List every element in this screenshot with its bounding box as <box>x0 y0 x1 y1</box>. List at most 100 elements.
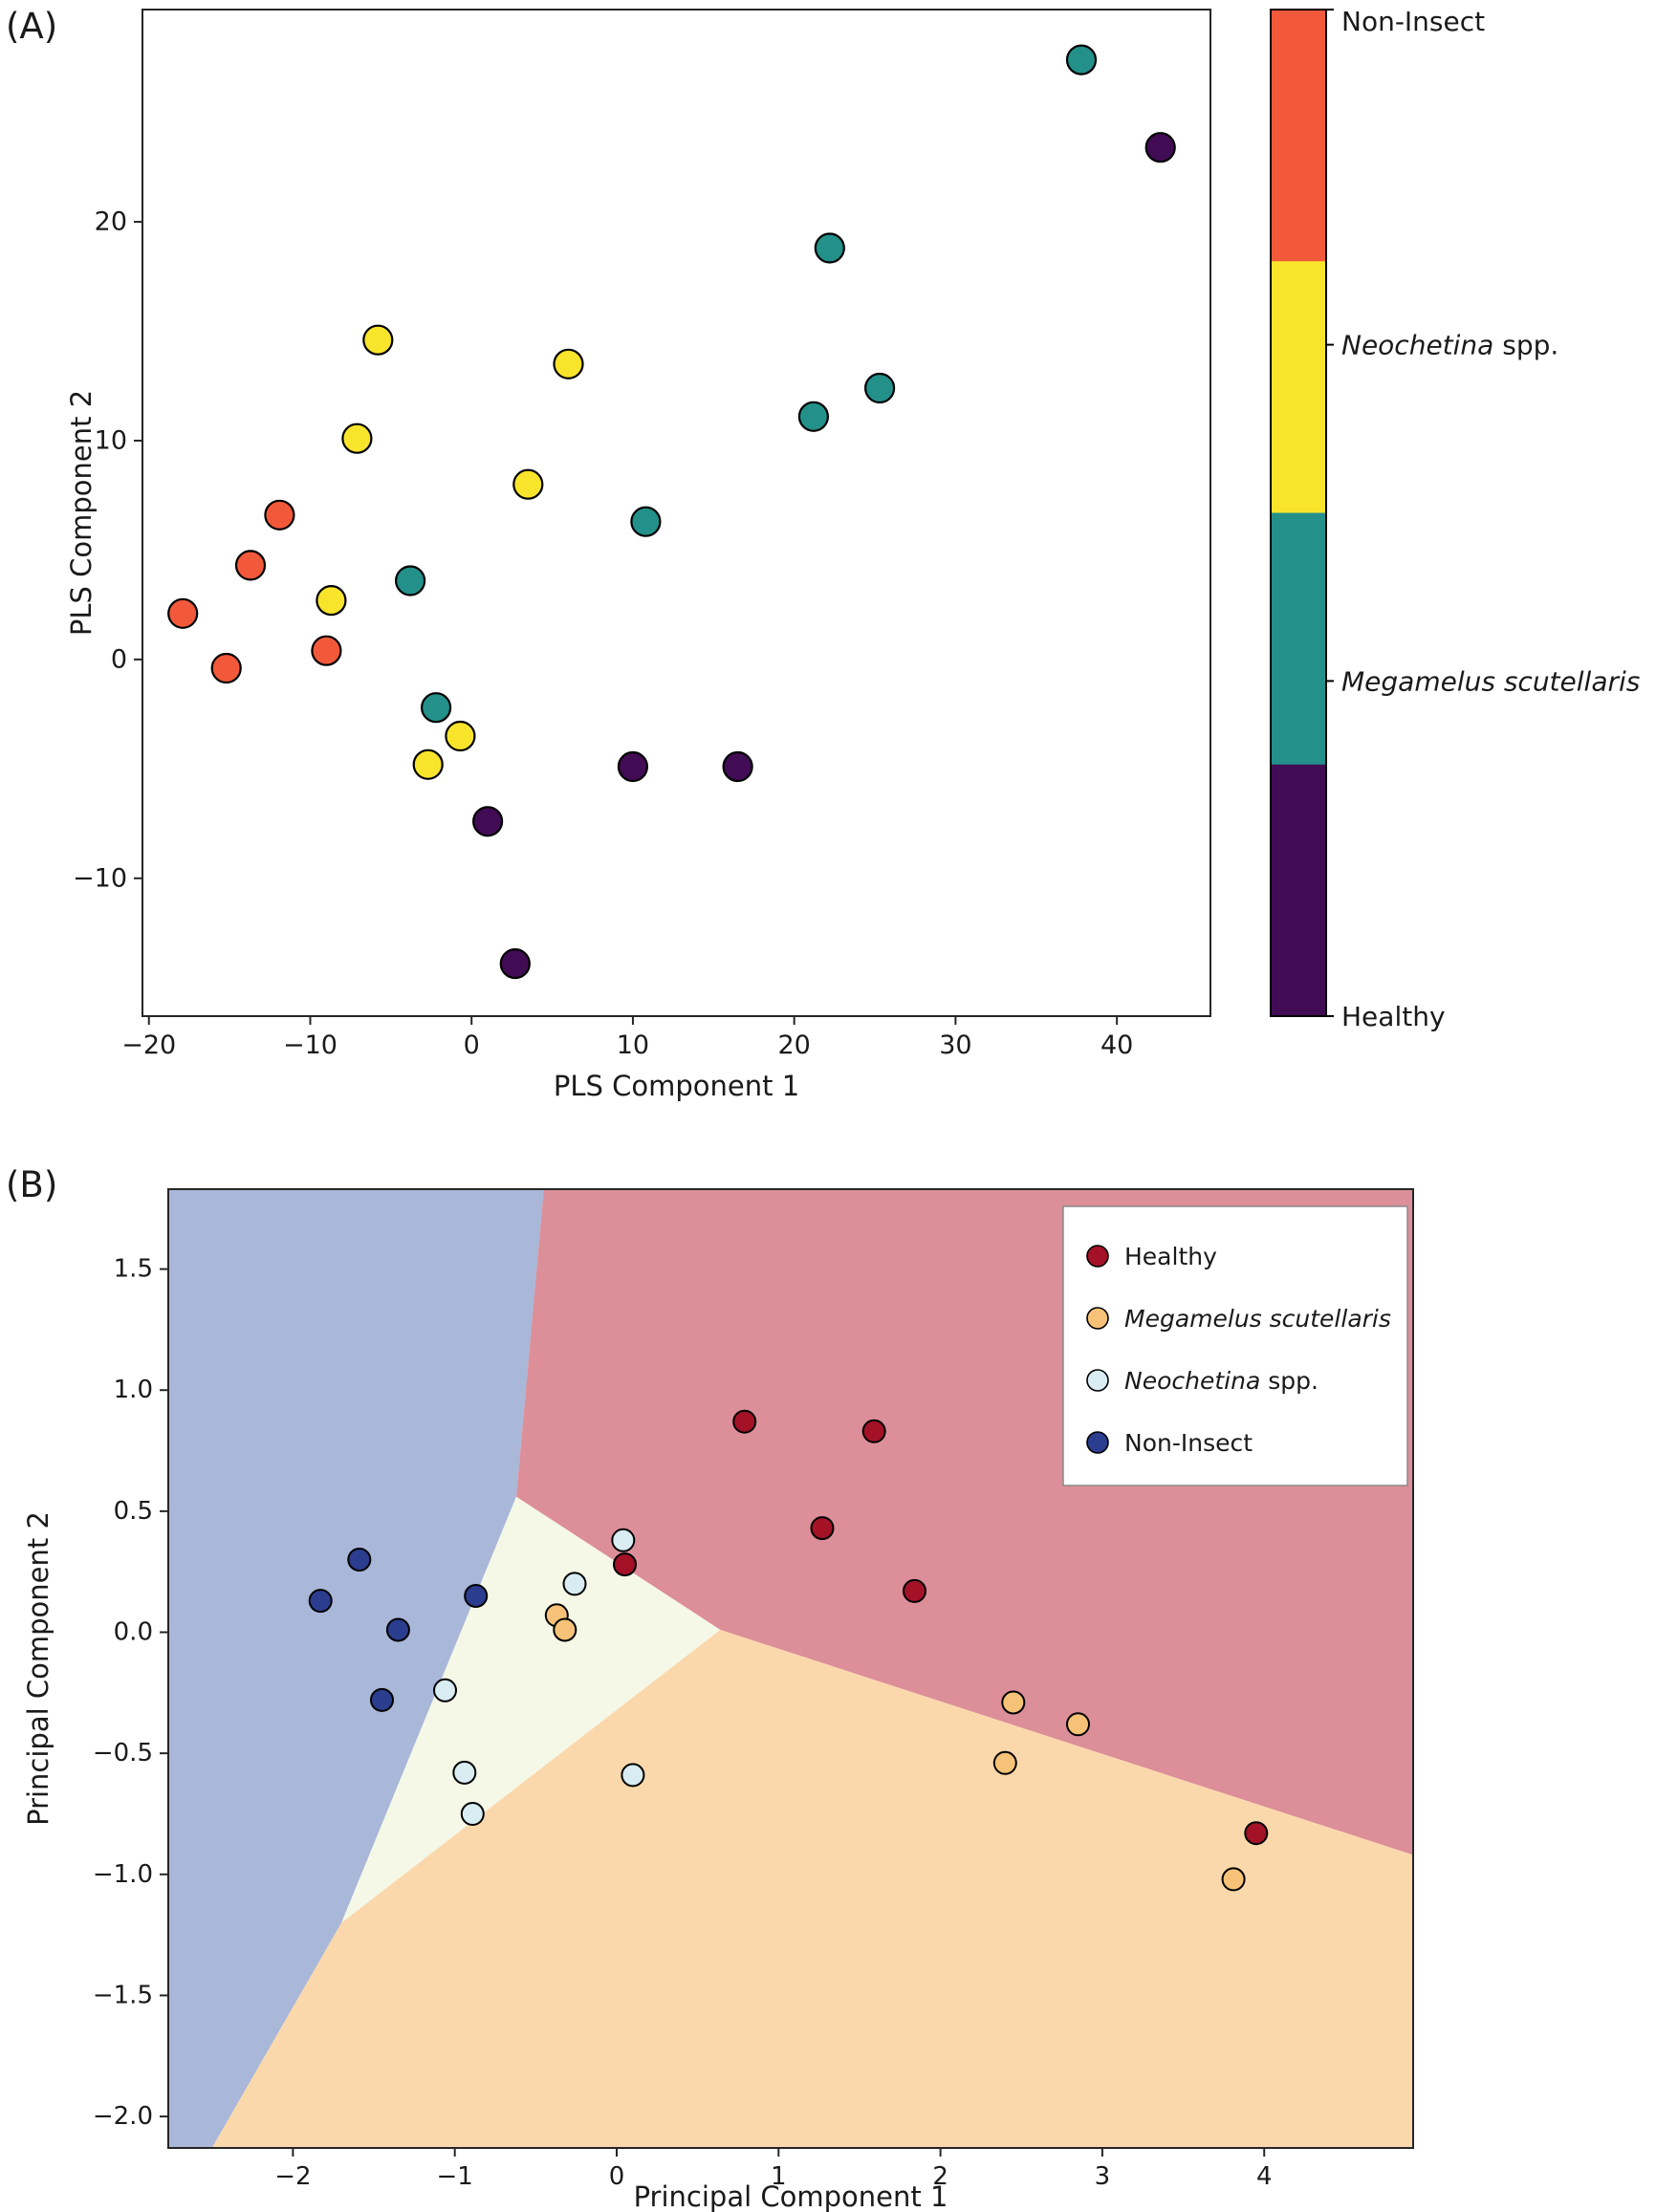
scatter-point-neochetina-spp <box>611 1528 636 1552</box>
scatter-point-non-insect <box>308 1589 333 1614</box>
legend-label-healthy: Healthy <box>1124 1243 1217 1270</box>
y-tick-label: 20 <box>95 207 127 237</box>
legend-box <box>1062 1205 1408 1486</box>
scatter-point-non-insect <box>385 1617 410 1642</box>
scatter-point-non-insect <box>167 597 199 629</box>
scatter-point-megamelus-scutellaris <box>1065 44 1098 76</box>
colorbar-label-megamelus-scutellaris: Megamelus scutellaris <box>1341 665 1640 697</box>
scatter-point-neochetina-spp <box>621 1763 645 1788</box>
x-tick-label: 0 <box>609 2162 625 2191</box>
x-axis-title: Principal Component 1 <box>634 2180 948 2212</box>
scatter-point-megamelus-scutellaris <box>797 401 830 432</box>
x-tick-label: −20 <box>121 1030 176 1060</box>
scatter-point-neochetina-spp <box>553 348 584 380</box>
y-tick-label: 0.5 <box>114 1497 153 1526</box>
scatter-point-neochetina-spp <box>316 584 347 617</box>
x-tick-label: 30 <box>939 1030 971 1060</box>
scatter-point-non-insect <box>311 635 342 666</box>
scatter-point-megamelus-scutellaris <box>395 565 426 596</box>
scatter-point-healthy <box>617 750 649 783</box>
scatter-point-healthy <box>861 1419 886 1443</box>
y-tick-label: −10 <box>73 863 127 893</box>
x-tick-label: 4 <box>1256 2162 1273 2191</box>
y-tick-label: 1.5 <box>114 1255 153 1284</box>
scatter-point-healthy <box>613 1552 637 1577</box>
scatter-point-neochetina-spp <box>460 1802 485 1826</box>
x-tick-label: −1 <box>437 2162 473 2191</box>
scatter-point-healthy <box>472 806 504 837</box>
scatter-point-non-insect <box>464 1584 489 1608</box>
x-tick-label: 40 <box>1100 1030 1133 1060</box>
region-neochetina <box>341 1496 721 1923</box>
plot-frame <box>142 9 1211 1017</box>
y-axis-title: PLS Component 2 <box>65 390 98 636</box>
legend-marker-non-insect <box>1086 1431 1109 1454</box>
legend-label-non-insect: Non-Insect <box>1124 1429 1253 1457</box>
colorbar-label-healthy: Healthy <box>1341 1001 1446 1032</box>
region-non-insect <box>168 1189 544 2148</box>
panel-a-pls-chart: −20 −10 0 10 20 30 40 −10 0 10 20 PLS Component 1 PL… <box>65 6 1640 1103</box>
y-tick-label: 1.0 <box>114 1376 153 1404</box>
plot-frame <box>167 1188 1414 2149</box>
legend-marker-neochetina-spp <box>1086 1369 1109 1392</box>
y-tick-label: −1.0 <box>93 1860 153 1889</box>
scatter-point-megamelus-scutellaris <box>1001 1690 1026 1715</box>
x-tick-label: 3 <box>1095 2162 1111 2191</box>
x-tick-label: 2 <box>932 2162 948 2191</box>
legend-label-neochetina-spp: Neochetina spp. <box>1124 1367 1318 1395</box>
region-megamelus <box>211 1630 1414 2148</box>
scatter-point-megamelus-scutellaris <box>630 506 662 537</box>
scatter-point-non-insect <box>210 652 242 684</box>
scatter-point-megamelus-scutellaris <box>1221 1867 1246 1892</box>
scatter-point-megamelus-scutellaris <box>553 1617 577 1642</box>
x-axis-title: PLS Component 1 <box>554 1070 799 1102</box>
y-tick-label: 0.0 <box>114 1618 153 1647</box>
scatter-point-healthy <box>903 1578 926 1603</box>
colorbar-segment-3 <box>1271 764 1326 1017</box>
scatter-point-healthy <box>499 947 531 980</box>
scatter-point-neochetina-spp <box>433 1678 457 1702</box>
scatter-point-neochetina-spp <box>412 748 444 780</box>
y-tick-label: −2.0 <box>93 2102 153 2131</box>
scatter-point-non-insect <box>370 1687 394 1712</box>
scatter-point-megamelus-scutellaris <box>992 1750 1017 1775</box>
scatter-point-non-insect <box>347 1548 372 1572</box>
y-tick-label: 0 <box>111 644 127 674</box>
colorbar-segment-1 <box>1271 261 1326 514</box>
x-tick-label: −2 <box>274 2162 311 2191</box>
x-tick-label: 10 <box>617 1030 649 1060</box>
panel-a-label: (A) <box>6 6 58 47</box>
x-tick-label: 20 <box>777 1030 810 1060</box>
scatter-point-healthy <box>810 1516 835 1541</box>
scatter-point-neochetina-spp <box>452 1760 477 1785</box>
scatter-point-non-insect <box>264 499 295 531</box>
panel-b-label: (B) <box>6 1164 58 1205</box>
colorbar-frame <box>1270 9 1327 1017</box>
y-tick-label: −1.5 <box>93 1981 153 2009</box>
plot-background <box>142 10 1210 1016</box>
scatter-point-non-insect <box>234 550 267 581</box>
x-tick-label: −10 <box>283 1030 338 1060</box>
scatter-point-neochetina-spp <box>362 324 394 356</box>
scatter-point-neochetina-spp <box>445 720 476 752</box>
scatter-point-megamelus-scutellaris <box>863 372 896 404</box>
y-tick-label: −0.5 <box>93 1739 153 1767</box>
colorbar-segment-2 <box>1271 512 1326 766</box>
scatter-point-neochetina-spp <box>512 468 544 500</box>
scatter-point-megamelus-scutellaris <box>421 692 452 724</box>
colorbar-label-non-insect: Non-Insect <box>1341 6 1485 37</box>
scatter-point-megamelus-scutellaris <box>814 232 845 264</box>
colorbar-label-neochetina-spp: Neochetina spp. <box>1341 329 1558 360</box>
y-axis-title: Principal Component 2 <box>22 1511 54 1826</box>
scatter-point-neochetina-spp <box>341 423 373 454</box>
y-tick-label: 10 <box>95 425 127 455</box>
legend-marker-megamelus-scutellaris <box>1086 1307 1109 1330</box>
scatter-point-neochetina-spp <box>562 1572 587 1596</box>
scatter-point-healthy <box>722 750 753 783</box>
x-tick-label: 1 <box>771 2162 787 2191</box>
scatter-point-megamelus-scutellaris <box>1066 1712 1090 1737</box>
legend-label-megamelus-scutellaris: Megamelus scutellaris <box>1124 1305 1391 1333</box>
scatter-point-healthy <box>1244 1821 1269 1846</box>
panel-b-pca-chart: −2 −1 0 1 2 3 4 −2.0 −1.5 −1.0 −0.5 0.0 0.5 1.0 1.5 Pri… <box>22 1188 1414 2212</box>
